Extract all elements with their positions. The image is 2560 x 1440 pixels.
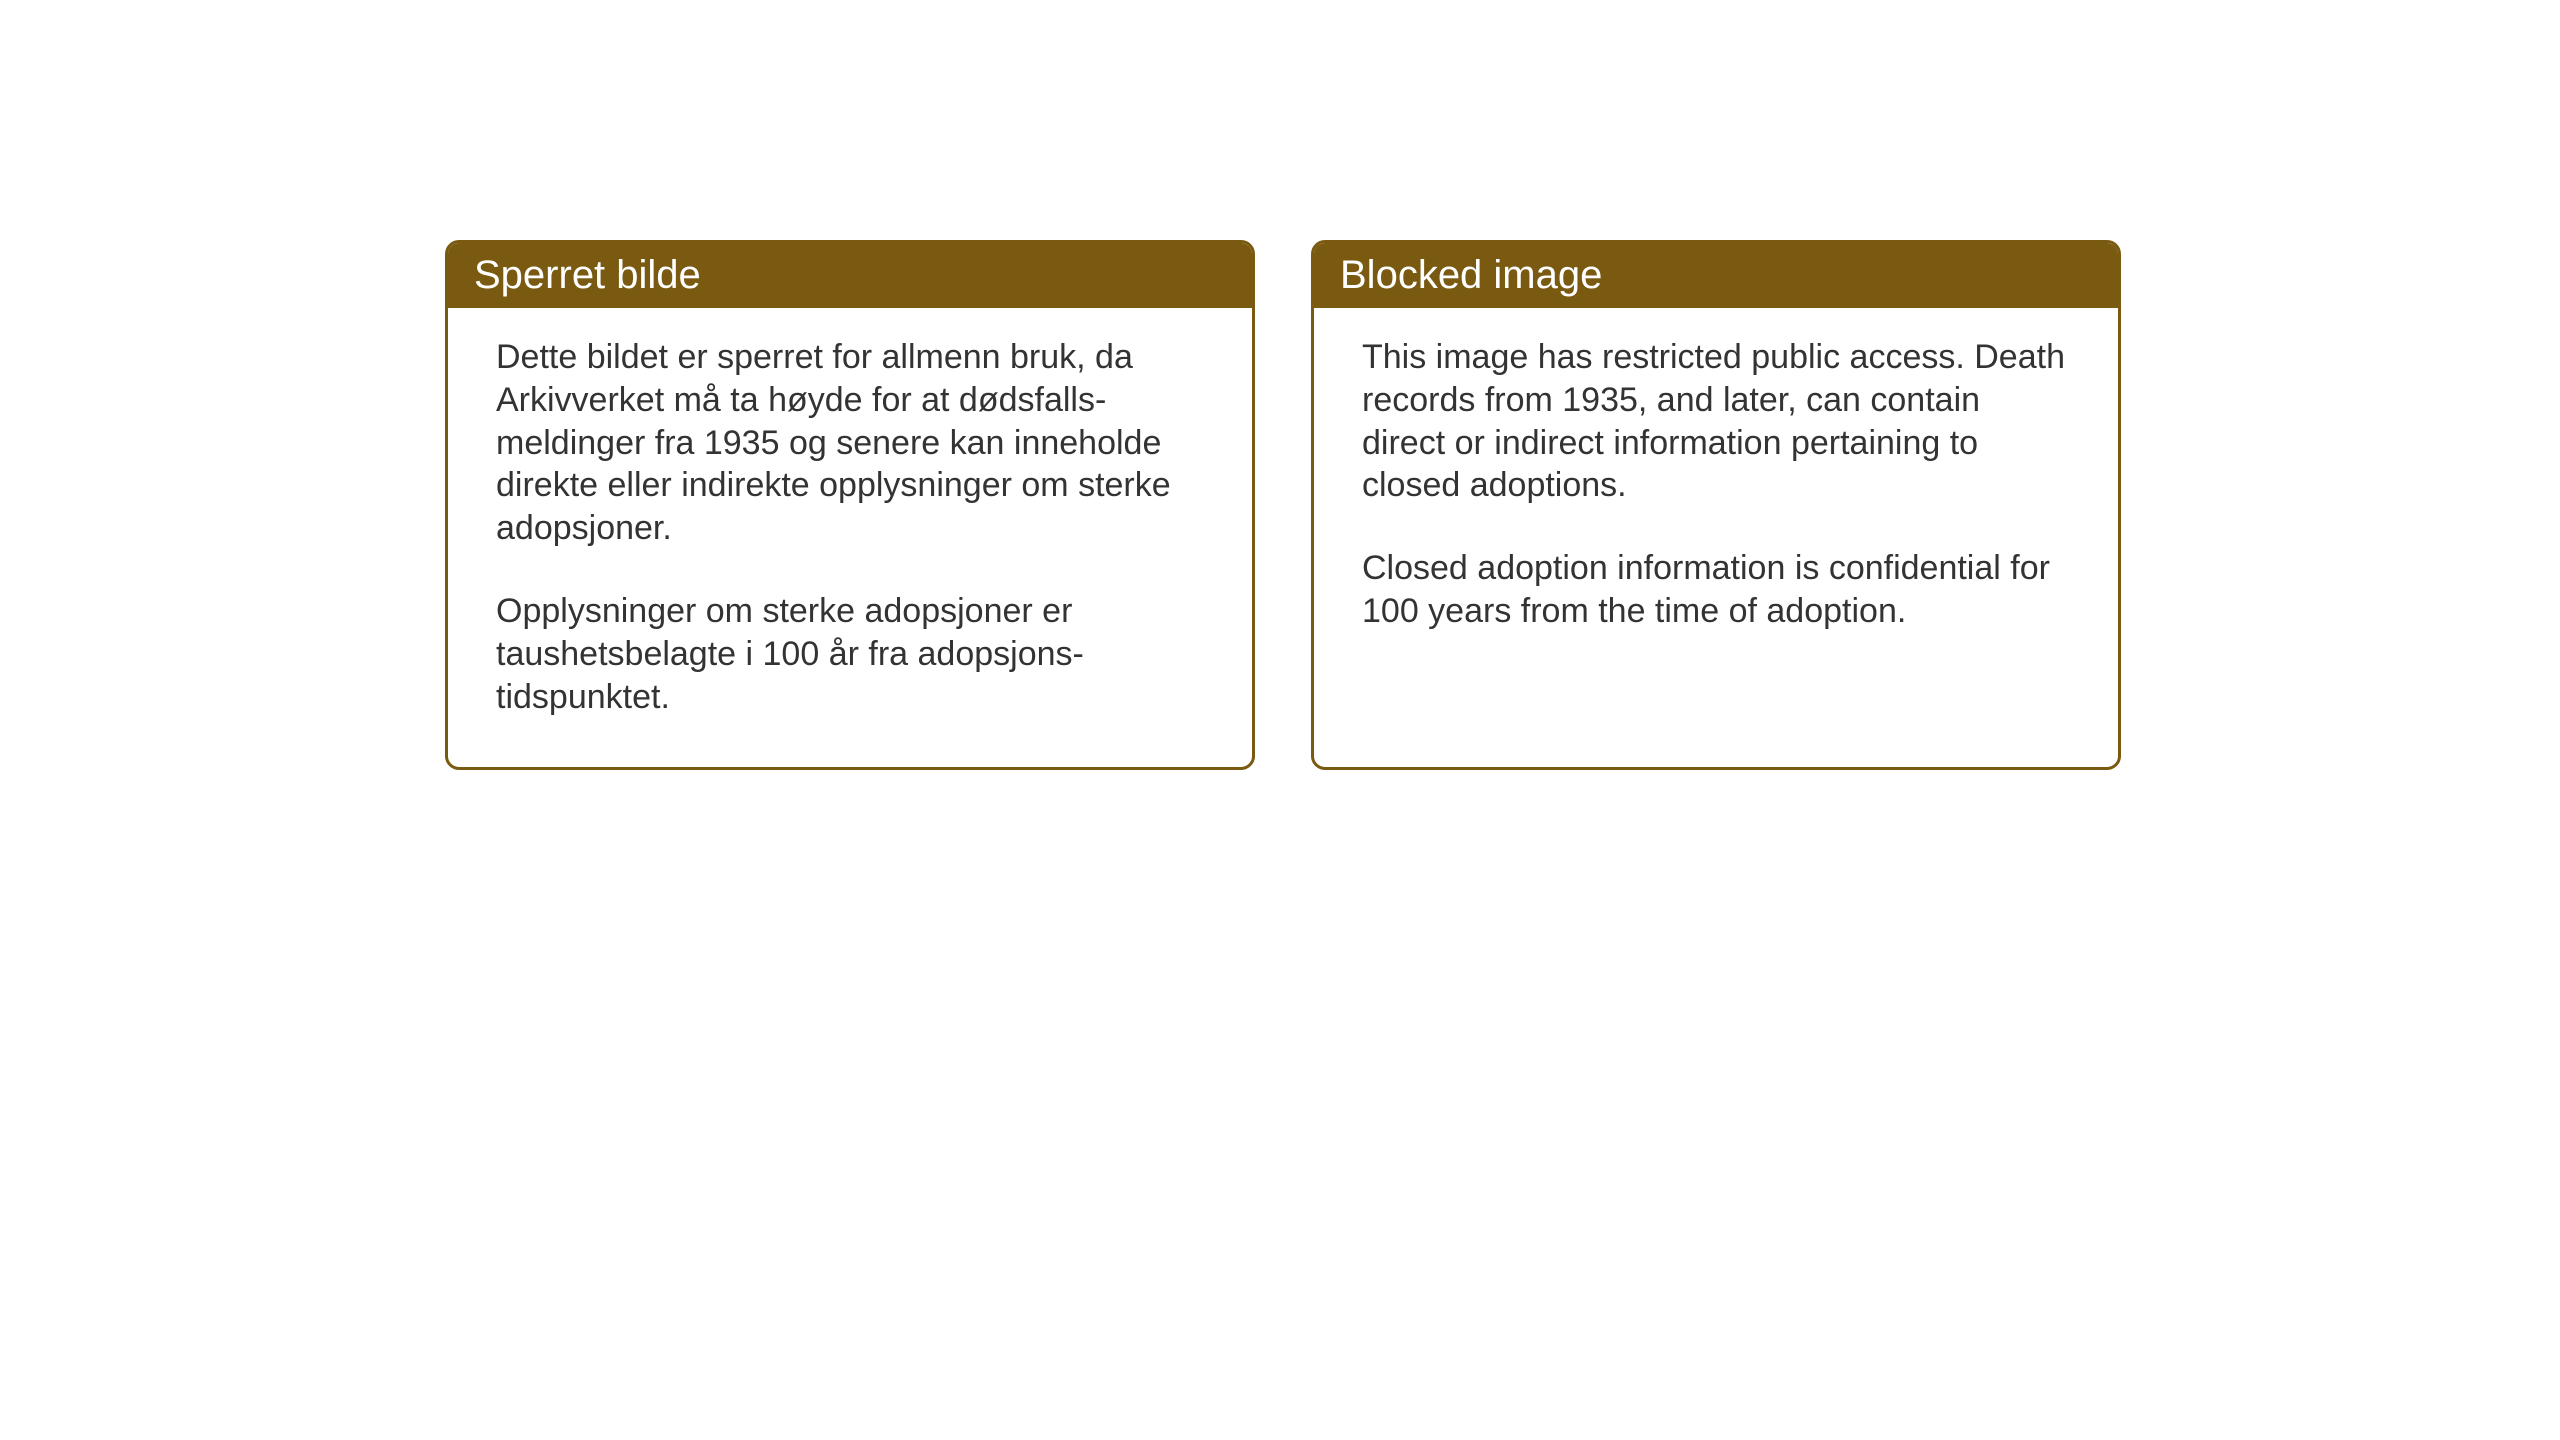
english-paragraph-2: Closed adoption information is confident… bbox=[1362, 547, 2070, 633]
norwegian-card-title: Sperret bilde bbox=[448, 243, 1252, 308]
notice-container: Sperret bilde Dette bildet er sperret fo… bbox=[445, 240, 2121, 770]
english-notice-card: Blocked image This image has restricted … bbox=[1311, 240, 2121, 770]
norwegian-card-body: Dette bildet er sperret for allmenn bruk… bbox=[448, 308, 1252, 767]
norwegian-paragraph-1: Dette bildet er sperret for allmenn bruk… bbox=[496, 336, 1204, 550]
norwegian-notice-card: Sperret bilde Dette bildet er sperret fo… bbox=[445, 240, 1255, 770]
english-card-body: This image has restricted public access.… bbox=[1314, 308, 2118, 681]
english-card-title: Blocked image bbox=[1314, 243, 2118, 308]
english-paragraph-1: This image has restricted public access.… bbox=[1362, 336, 2070, 507]
norwegian-paragraph-2: Opplysninger om sterke adopsjoner er tau… bbox=[496, 590, 1204, 718]
